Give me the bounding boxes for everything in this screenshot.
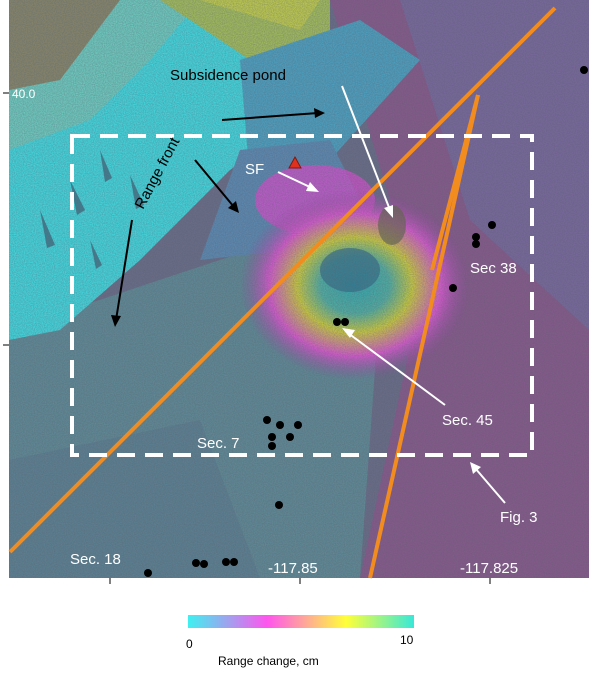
sf-marker-icon: [288, 155, 302, 169]
label-sec45: Sec. 45: [442, 412, 493, 429]
label-sec18: Sec. 18: [70, 551, 121, 568]
fault-lines: [8, 6, 557, 579]
well-markers: [144, 66, 588, 577]
fault-line-main: [8, 6, 557, 554]
fault-line-east-branch: [430, 94, 480, 271]
annotation-arrows: [111, 85, 506, 504]
colorbar-gradient: [188, 615, 414, 628]
axis-ticks: [3, 92, 491, 584]
label-fig3: Fig. 3: [500, 509, 538, 526]
label-subsidence-pond: Subsidence pond: [170, 67, 286, 84]
lon-label-2: -117.825: [460, 560, 518, 577]
label-sec7: Sec. 7: [197, 435, 240, 452]
study-area-box: [70, 134, 534, 457]
label-sf: SF: [245, 161, 264, 178]
colorbar-max-label: 10: [400, 633, 414, 647]
colorbar-title: Range change, cm: [218, 654, 319, 668]
interferogram: [9, 0, 589, 578]
fault-line-east: [368, 94, 480, 579]
lat-label: 40.0: [12, 87, 36, 101]
label-sec38: Sec 38: [470, 260, 517, 277]
colorbar: 0 10 Range change, cm: [186, 615, 414, 668]
lon-label-1: -117.85: [268, 560, 318, 577]
colorbar-min-label: 0: [186, 637, 193, 651]
